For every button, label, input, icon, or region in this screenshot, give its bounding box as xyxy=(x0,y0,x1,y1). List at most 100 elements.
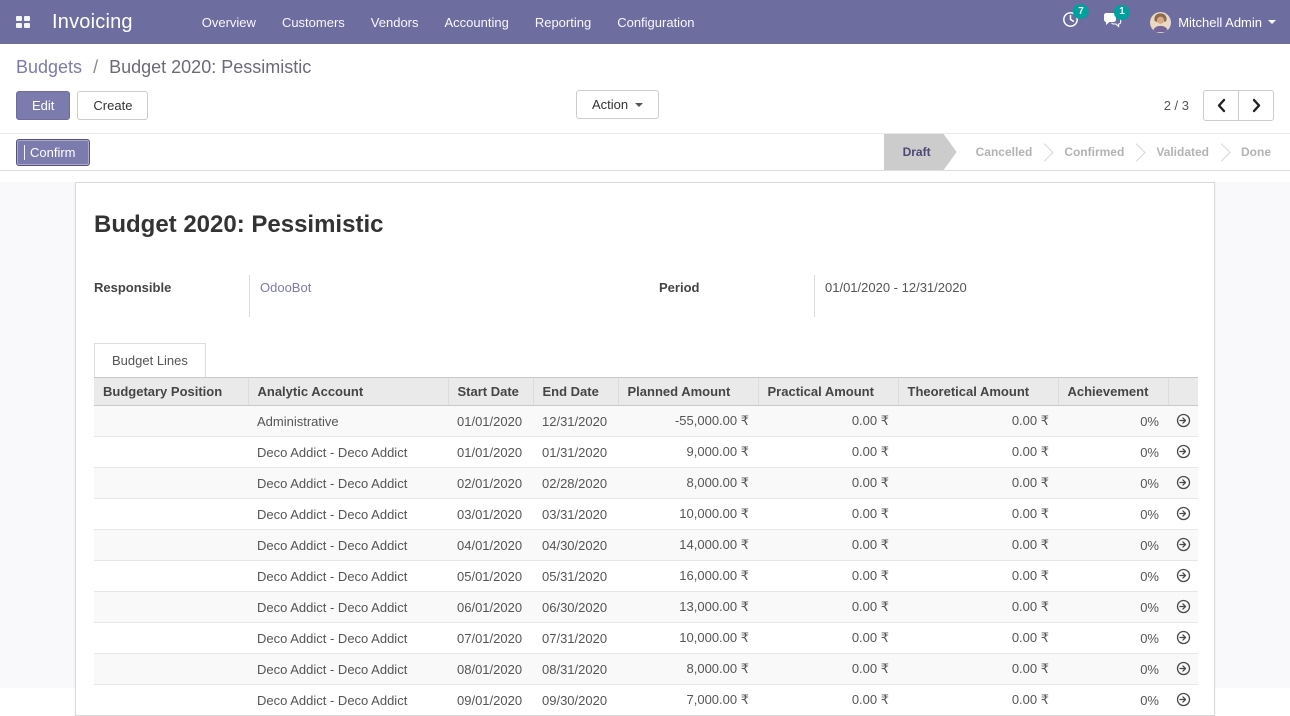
field-period: Period 01/01/2020 - 12/31/2020 xyxy=(659,275,1196,317)
navbar-right: 7 1 Mitchell Admin xyxy=(1050,11,1276,33)
cell-practical-amount: 0.00 ₹ xyxy=(758,530,898,561)
messages-button[interactable]: 1 xyxy=(1103,12,1122,33)
cell-practical-amount: 0.00 ₹ xyxy=(758,406,898,437)
table-row[interactable]: Deco Addict - Deco Addict06/01/202006/30… xyxy=(94,592,1198,623)
column-header-end-date[interactable]: End Date xyxy=(533,378,618,406)
cell-practical-amount: 0.00 ₹ xyxy=(758,623,898,654)
cell-budgetary-position xyxy=(94,592,248,623)
cell-analytic-account: Deco Addict - Deco Addict xyxy=(248,561,448,592)
nav-menu-configuration[interactable]: Configuration xyxy=(604,0,707,44)
action-dropdown-button[interactable]: Action xyxy=(576,90,659,119)
cell-theoretical-amount: 0.00 ₹ xyxy=(898,406,1058,437)
user-avatar xyxy=(1150,12,1171,33)
table-row[interactable]: Deco Addict - Deco Addict08/01/202008/31… xyxy=(94,654,1198,685)
nav-menu-reporting[interactable]: Reporting xyxy=(522,0,604,44)
confirm-button[interactable]: Confirm xyxy=(16,139,90,166)
record-pager: 2 / 3 xyxy=(1164,90,1274,121)
cell-start-date: 03/01/2020 xyxy=(448,499,533,530)
user-menu[interactable]: Mitchell Admin xyxy=(1150,12,1276,33)
app-name: Invoicing xyxy=(52,11,133,34)
top-navbar: Invoicing OverviewCustomersVendorsAccoun… xyxy=(0,0,1290,44)
table-row[interactable]: Administrative01/01/202012/31/2020-55,00… xyxy=(94,406,1198,437)
cell-start-date: 09/01/2020 xyxy=(448,685,533,716)
tab-budget-lines[interactable]: Budget Lines xyxy=(94,343,206,377)
cell-theoretical-amount: 0.00 ₹ xyxy=(898,592,1058,623)
column-header-start-date[interactable]: Start Date xyxy=(448,378,533,406)
cell-end-date: 01/31/2020 xyxy=(533,437,618,468)
statusbar: Confirm DraftCancelledConfirmedValidated… xyxy=(0,133,1290,171)
cell-practical-amount: 0.00 ₹ xyxy=(758,437,898,468)
messages-badge: 1 xyxy=(1114,5,1130,20)
column-header-practical-amount[interactable]: Practical Amount xyxy=(758,378,898,406)
open-record-arrow-icon[interactable] xyxy=(1168,468,1198,499)
cell-budgetary-position xyxy=(94,685,248,716)
table-row[interactable]: Deco Addict - Deco Addict07/01/202007/31… xyxy=(94,623,1198,654)
table-row[interactable]: Deco Addict - Deco Addict02/01/202002/28… xyxy=(94,468,1198,499)
field-value-responsible[interactable]: OdooBot xyxy=(249,275,631,317)
nav-menus: OverviewCustomersVendorsAccountingReport… xyxy=(189,0,708,44)
column-header-open-record xyxy=(1168,378,1198,406)
cell-end-date: 02/28/2020 xyxy=(533,468,618,499)
cell-budgetary-position xyxy=(94,406,248,437)
cell-end-date: 09/30/2020 xyxy=(533,685,618,716)
nav-menu-overview[interactable]: Overview xyxy=(189,0,269,44)
cell-start-date: 01/01/2020 xyxy=(448,437,533,468)
chevron-down-icon xyxy=(635,103,643,111)
cell-analytic-account: Deco Addict - Deco Addict xyxy=(248,623,448,654)
cell-budgetary-position xyxy=(94,654,248,685)
cell-planned-amount: 9,000.00 ₹ xyxy=(618,437,758,468)
cell-practical-amount: 0.00 ₹ xyxy=(758,468,898,499)
cell-theoretical-amount: 0.00 ₹ xyxy=(898,623,1058,654)
apps-menu-button[interactable] xyxy=(0,0,46,44)
pager-next-button[interactable] xyxy=(1238,90,1274,121)
cell-achievement: 0% xyxy=(1058,654,1168,685)
cell-achievement: 0% xyxy=(1058,406,1168,437)
nav-menu-vendors[interactable]: Vendors xyxy=(358,0,432,44)
nav-menu-accounting[interactable]: Accounting xyxy=(432,0,522,44)
cell-end-date: 06/30/2020 xyxy=(533,592,618,623)
column-header-budgetary-position[interactable]: Budgetary Position xyxy=(94,378,248,406)
state-done[interactable]: Done xyxy=(1222,134,1290,170)
breadcrumb-current: Budget 2020: Pessimistic xyxy=(109,57,311,77)
cell-achievement: 0% xyxy=(1058,499,1168,530)
breadcrumb-separator: / xyxy=(93,57,98,77)
column-header-planned-amount[interactable]: Planned Amount xyxy=(618,378,758,406)
pager-buttons xyxy=(1203,90,1274,121)
nav-menu-customers[interactable]: Customers xyxy=(269,0,358,44)
cell-planned-amount: 13,000.00 ₹ xyxy=(618,592,758,623)
cell-planned-amount: 16,000.00 ₹ xyxy=(618,561,758,592)
open-record-arrow-icon[interactable] xyxy=(1168,623,1198,654)
breadcrumb-parent-link[interactable]: Budgets xyxy=(16,57,82,77)
pager-previous-button[interactable] xyxy=(1203,90,1239,121)
open-record-arrow-icon[interactable] xyxy=(1168,592,1198,623)
pager-value: 2 / 3 xyxy=(1164,98,1189,113)
apps-grid-icon xyxy=(16,16,30,28)
open-record-arrow-icon[interactable] xyxy=(1168,499,1198,530)
open-record-arrow-icon[interactable] xyxy=(1168,530,1198,561)
cell-start-date: 02/01/2020 xyxy=(448,468,533,499)
open-record-arrow-icon[interactable] xyxy=(1168,685,1198,716)
cell-planned-amount: 7,000.00 ₹ xyxy=(618,685,758,716)
table-row[interactable]: Deco Addict - Deco Addict04/01/202004/30… xyxy=(94,530,1198,561)
column-header-analytic-account[interactable]: Analytic Account xyxy=(248,378,448,406)
cell-end-date: 05/31/2020 xyxy=(533,561,618,592)
column-header-achievement[interactable]: Achievement xyxy=(1058,378,1168,406)
open-record-arrow-icon[interactable] xyxy=(1168,654,1198,685)
cell-theoretical-amount: 0.00 ₹ xyxy=(898,530,1058,561)
state-draft[interactable]: Draft xyxy=(884,134,957,170)
cell-achievement: 0% xyxy=(1058,685,1168,716)
edit-button[interactable]: Edit xyxy=(16,91,70,120)
open-record-arrow-icon[interactable] xyxy=(1168,561,1198,592)
column-header-theoretical-amount[interactable]: Theoretical Amount xyxy=(898,378,1058,406)
table-row[interactable]: Deco Addict - Deco Addict01/01/202001/31… xyxy=(94,437,1198,468)
open-record-arrow-icon[interactable] xyxy=(1168,406,1198,437)
open-record-arrow-icon[interactable] xyxy=(1168,437,1198,468)
table-row[interactable]: Deco Addict - Deco Addict09/01/202009/30… xyxy=(94,685,1198,716)
table-row[interactable]: Deco Addict - Deco Addict03/01/202003/31… xyxy=(94,499,1198,530)
cell-achievement: 0% xyxy=(1058,623,1168,654)
activities-button[interactable]: 7 xyxy=(1062,11,1079,33)
create-button[interactable]: Create xyxy=(77,91,148,120)
cell-achievement: 0% xyxy=(1058,437,1168,468)
cell-achievement: 0% xyxy=(1058,530,1168,561)
table-row[interactable]: Deco Addict - Deco Addict05/01/202005/31… xyxy=(94,561,1198,592)
